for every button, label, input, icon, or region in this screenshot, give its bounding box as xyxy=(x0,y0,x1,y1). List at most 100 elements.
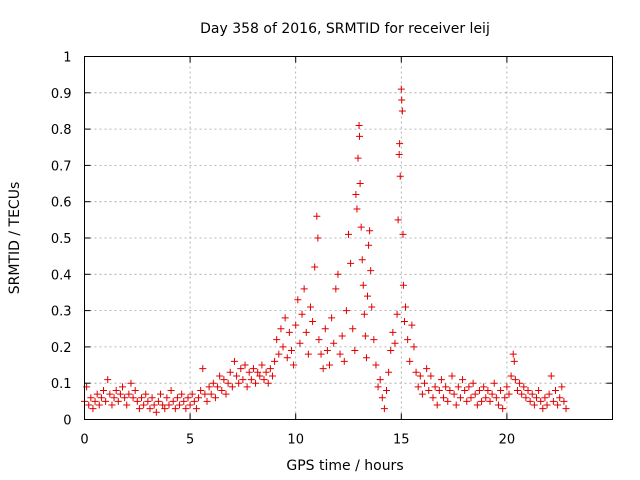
data-point xyxy=(91,397,99,405)
data-point xyxy=(161,405,169,413)
data-point xyxy=(334,270,342,278)
data-point xyxy=(262,368,270,376)
data-point xyxy=(89,405,97,413)
data-point xyxy=(368,303,376,311)
data-point xyxy=(271,357,279,365)
data-point xyxy=(535,386,543,394)
data-point xyxy=(180,397,188,405)
data-point xyxy=(448,372,456,380)
data-point xyxy=(387,347,395,355)
data-point xyxy=(190,397,198,405)
data-point xyxy=(233,372,241,380)
data-point xyxy=(258,361,266,369)
data-point xyxy=(311,263,319,271)
data-point xyxy=(298,310,306,318)
data-point xyxy=(182,405,190,413)
data-point xyxy=(142,390,150,398)
data-point xyxy=(319,365,327,373)
y-tick-label: 0 xyxy=(63,414,71,429)
data-point xyxy=(264,379,272,387)
data-point xyxy=(230,357,238,365)
data-point xyxy=(287,347,295,355)
y-tick-label: 0.9 xyxy=(51,87,72,102)
data-point xyxy=(425,386,433,394)
data-point xyxy=(494,401,502,409)
x-tick-label: 0 xyxy=(80,433,88,448)
data-point xyxy=(354,154,362,162)
data-point xyxy=(302,328,310,336)
y-tick-label: 0.4 xyxy=(51,268,72,283)
data-point xyxy=(252,379,260,387)
data-point xyxy=(279,343,287,351)
data-point xyxy=(385,368,393,376)
data-point xyxy=(351,347,359,355)
data-point xyxy=(478,397,486,405)
data-point xyxy=(446,386,454,394)
data-point xyxy=(228,383,236,391)
data-point xyxy=(364,292,372,300)
data-point xyxy=(530,401,538,409)
data-point xyxy=(304,350,312,358)
data-point xyxy=(314,234,322,242)
data-point xyxy=(421,379,429,387)
data-point xyxy=(167,386,175,394)
data-point xyxy=(171,405,179,413)
data-point xyxy=(454,383,462,391)
data-point xyxy=(176,401,184,409)
data-point xyxy=(397,85,405,93)
data-point xyxy=(352,190,360,198)
y-axis-title: SRMTID / TECUs xyxy=(7,182,23,295)
data-point xyxy=(114,397,122,405)
data-point xyxy=(226,368,234,376)
data-point xyxy=(296,339,304,347)
data-point xyxy=(116,390,124,398)
data-point xyxy=(309,317,317,325)
data-point xyxy=(169,397,177,405)
data-point xyxy=(95,401,103,409)
data-point xyxy=(268,372,276,380)
data-point xyxy=(197,386,205,394)
data-point xyxy=(394,216,402,224)
data-point xyxy=(518,390,526,398)
data-point xyxy=(188,390,196,398)
data-point xyxy=(247,376,255,384)
x-tick-label: 15 xyxy=(393,433,410,448)
data-point xyxy=(154,397,162,405)
data-point xyxy=(427,372,435,380)
data-point xyxy=(323,347,331,355)
data-point xyxy=(277,325,285,333)
data-point xyxy=(389,328,397,336)
data-point xyxy=(361,332,369,340)
data-point xyxy=(471,390,479,398)
data-point xyxy=(473,401,481,409)
data-point xyxy=(195,394,203,402)
data-point xyxy=(526,397,534,405)
data-point xyxy=(285,328,293,336)
data-point xyxy=(106,390,114,398)
data-point xyxy=(321,325,329,333)
data-point xyxy=(216,372,224,380)
data-point xyxy=(461,386,469,394)
data-point xyxy=(418,390,426,398)
data-point xyxy=(273,336,281,344)
data-point xyxy=(560,397,568,405)
data-point xyxy=(358,256,366,264)
data-point xyxy=(374,383,382,391)
data-point xyxy=(465,383,473,391)
axis-ticks xyxy=(84,56,613,420)
data-point xyxy=(178,390,186,398)
data-point xyxy=(562,405,570,413)
data-point xyxy=(356,180,364,188)
data-point xyxy=(207,390,215,398)
data-point xyxy=(545,390,553,398)
data-point xyxy=(398,96,406,104)
data-point xyxy=(370,336,378,344)
data-point xyxy=(245,368,253,376)
data-point xyxy=(490,379,498,387)
data-point xyxy=(516,379,524,387)
data-point xyxy=(328,314,336,322)
data-point xyxy=(173,394,181,402)
data-point xyxy=(497,386,505,394)
data-point xyxy=(150,401,158,409)
data-point xyxy=(218,386,226,394)
